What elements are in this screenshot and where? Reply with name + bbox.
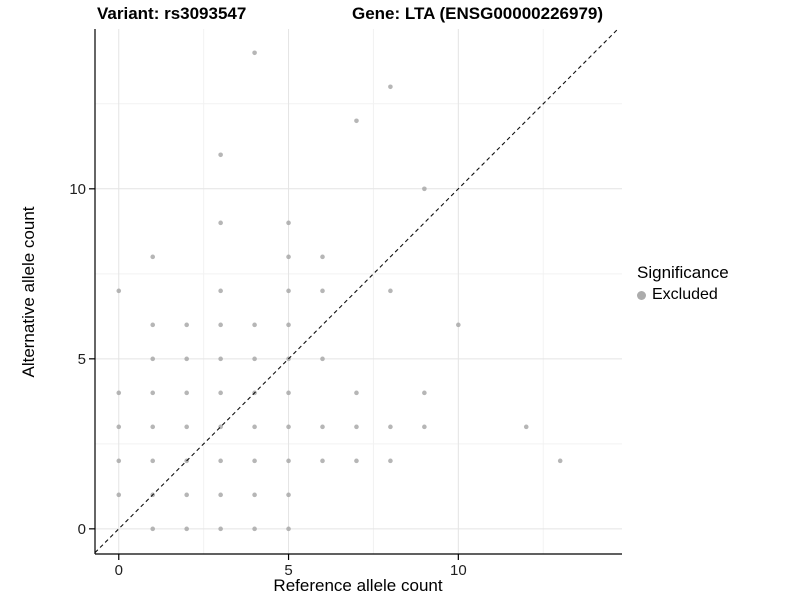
- data-point: [354, 424, 359, 430]
- legend: Significance Excluded: [637, 263, 729, 304]
- data-point: [286, 220, 291, 226]
- data-point: [184, 390, 189, 396]
- data-point: [388, 424, 393, 430]
- data-point: [320, 356, 325, 362]
- data-point: [116, 288, 122, 294]
- y-axis-title: Alternative allele count: [19, 206, 38, 378]
- data-point: [218, 152, 223, 158]
- data-point: [286, 322, 291, 328]
- x-tick-label: 5: [284, 562, 292, 579]
- data-point: [456, 322, 461, 328]
- data-point: [354, 390, 359, 396]
- data-point: [218, 322, 223, 328]
- data-point: [252, 526, 257, 532]
- plot-title-gene: Gene: LTA (ENSG00000226979): [352, 4, 604, 23]
- data-point: [116, 492, 122, 498]
- data-point: [116, 390, 122, 396]
- data-point: [252, 356, 257, 362]
- data-point: [218, 220, 223, 226]
- y-tick-label: 0: [78, 521, 86, 538]
- data-point: [523, 424, 529, 430]
- data-point: [218, 356, 223, 362]
- scatter-points: [116, 50, 563, 532]
- x-tick-label: 0: [115, 562, 123, 579]
- data-point: [286, 492, 291, 498]
- data-point: [286, 288, 291, 294]
- legend-title: Significance: [637, 263, 729, 282]
- data-point: [150, 390, 156, 396]
- legend-point-icon: [637, 290, 646, 300]
- data-point: [116, 424, 122, 430]
- data-point: [218, 458, 223, 464]
- plot-title-variant: Variant: rs3093547: [97, 4, 247, 23]
- data-point: [354, 458, 359, 464]
- data-point: [320, 458, 325, 464]
- legend-item-excluded: Excluded: [637, 286, 729, 304]
- data-point: [252, 492, 257, 498]
- data-point: [388, 288, 393, 294]
- data-point: [286, 458, 291, 464]
- data-point: [150, 424, 156, 430]
- data-point: [422, 424, 427, 430]
- data-point: [218, 390, 223, 396]
- data-point: [557, 458, 563, 464]
- x-axis-title: Reference allele count: [273, 576, 443, 595]
- data-point: [218, 492, 223, 498]
- data-point: [116, 458, 122, 464]
- data-point: [252, 424, 257, 430]
- data-point: [150, 526, 156, 532]
- data-point: [184, 322, 189, 328]
- data-point: [184, 424, 189, 430]
- axes: [94, 29, 622, 555]
- data-point: [422, 390, 427, 396]
- minor-gridlines: [95, 29, 622, 554]
- data-point: [150, 254, 156, 260]
- y-tick-label: 10: [69, 181, 86, 198]
- data-point: [184, 526, 189, 532]
- y-tick-label: 5: [78, 351, 86, 368]
- data-point: [286, 390, 291, 396]
- data-point: [184, 356, 189, 362]
- tick-marks: [89, 188, 459, 560]
- data-point: [354, 118, 359, 124]
- tick-labels: 0 5 10 0 5 10: [69, 181, 466, 579]
- data-point: [320, 424, 325, 430]
- data-point: [150, 356, 156, 362]
- data-point: [218, 526, 223, 532]
- data-point: [286, 526, 291, 532]
- data-point: [252, 322, 257, 328]
- data-point: [150, 458, 156, 464]
- data-point: [218, 288, 223, 294]
- data-point: [150, 322, 156, 328]
- data-point: [184, 492, 189, 498]
- data-point: [252, 50, 257, 56]
- data-point: [388, 84, 393, 90]
- data-point: [388, 458, 393, 464]
- data-point: [422, 186, 427, 192]
- data-point: [320, 288, 325, 294]
- identity-line: [94, 28, 619, 554]
- data-point: [286, 424, 291, 430]
- data-point: [286, 254, 291, 260]
- data-point: [252, 458, 257, 464]
- legend-item-label: Excluded: [652, 286, 718, 303]
- x-tick-label: 10: [450, 562, 467, 579]
- data-point: [320, 254, 325, 260]
